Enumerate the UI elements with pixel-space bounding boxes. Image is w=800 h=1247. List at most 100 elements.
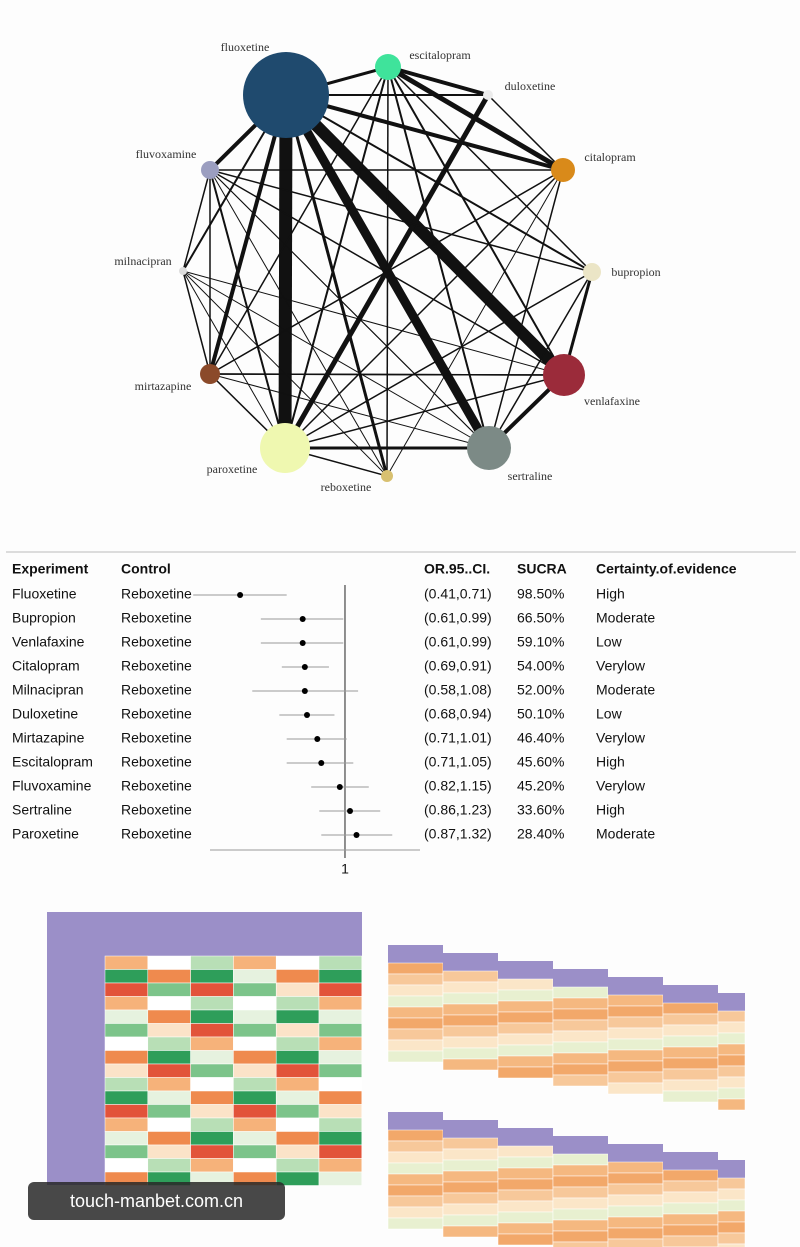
edge [182, 169, 211, 272]
table-header [718, 1160, 745, 1178]
table-cell [662, 1169, 719, 1182]
heatmap-cell [147, 1131, 191, 1146]
table-cell [662, 1024, 719, 1037]
edge [387, 66, 490, 449]
heatmap-cell [147, 1117, 191, 1132]
heatmap-cell [190, 1009, 234, 1024]
table-cell [387, 1195, 444, 1208]
edge [284, 94, 389, 477]
edge [487, 94, 564, 171]
cell: (0.68,0.94) [424, 706, 492, 722]
node [243, 52, 329, 138]
heatmap-cell [104, 1077, 149, 1092]
heatmap-cell [275, 1131, 320, 1146]
edge [209, 169, 490, 449]
heatmap-cell [275, 1104, 320, 1119]
table-cell [662, 1068, 719, 1081]
heatmap-cell [104, 1131, 149, 1146]
table-cell [662, 1013, 719, 1026]
table-cell [497, 978, 554, 991]
table-cell [607, 1161, 664, 1174]
table-cell [552, 1030, 609, 1043]
table-cell [607, 1016, 664, 1029]
heatmap-cell [233, 1158, 277, 1173]
cell: Reboxetine [121, 730, 192, 746]
heatmap-cell [104, 1009, 149, 1024]
cell: Citalopram [12, 658, 80, 674]
heatmap-cell [318, 1158, 363, 1173]
cell: 45.60% [517, 754, 564, 770]
cell: Reboxetine [121, 634, 192, 650]
table-cell [552, 1241, 609, 1247]
point-estimate [347, 808, 354, 814]
table-cell [662, 1090, 719, 1103]
table-cell [387, 1184, 444, 1197]
table-cell [387, 1151, 444, 1164]
table-cell [717, 1021, 746, 1034]
table-cell [442, 1203, 499, 1216]
table-cell [717, 1054, 746, 1067]
edge [386, 169, 564, 477]
heatmap-cell [147, 1050, 191, 1065]
cell: Paroxetine [12, 826, 79, 842]
table-cell [442, 1025, 499, 1038]
cell: Bupropion [12, 610, 76, 626]
heatmap-cell [190, 1023, 234, 1038]
cell: Milnacipran [12, 682, 84, 698]
column-header: OR.95..CI. [424, 561, 490, 577]
table-cell [497, 1011, 554, 1024]
table-cell [497, 1178, 554, 1191]
table-cell [552, 986, 609, 999]
node-label: paroxetine [207, 462, 258, 476]
heatmap-cell [104, 1050, 149, 1065]
cell: 54.00% [517, 658, 564, 674]
cell: 50.10% [517, 706, 564, 722]
heatmap-cell [190, 1158, 234, 1173]
heatmap-cell [318, 1050, 363, 1065]
table-header [718, 993, 745, 1011]
heatmap-cell [318, 982, 363, 997]
table-cell [607, 1027, 664, 1040]
table-cell [662, 1235, 719, 1247]
heatmap-cell [104, 1036, 149, 1051]
table-cell [717, 1043, 746, 1056]
edge [209, 373, 565, 376]
cell: 98.50% [517, 586, 564, 602]
cell: Reboxetine [121, 754, 192, 770]
heatmap-cell [147, 1023, 191, 1038]
table-cell [607, 1082, 664, 1095]
heatmap-cell [104, 1090, 149, 1105]
node [200, 364, 220, 384]
heatmap-cell [233, 1131, 277, 1146]
table-cell [442, 1148, 499, 1161]
table-cell [662, 1002, 719, 1015]
cell: Moderate [596, 610, 655, 626]
edge [284, 271, 593, 449]
table-header [443, 953, 498, 971]
point-estimate [336, 784, 343, 790]
table-header [388, 945, 443, 963]
heatmap-cell [275, 955, 320, 970]
table-cell [387, 995, 444, 1008]
heatmap-cell [233, 1050, 277, 1065]
heatmap-cell [190, 955, 234, 970]
table-cell [442, 1214, 499, 1227]
table-cell [607, 1205, 664, 1218]
table-cell [607, 1038, 664, 1051]
table-cell [442, 1181, 499, 1194]
heatmap-cell [147, 955, 191, 970]
table-cell [497, 1055, 554, 1068]
edge [208, 94, 288, 375]
cell: Low [596, 634, 623, 650]
heatmap-cell [275, 969, 320, 984]
point-estimate [353, 832, 360, 838]
table-cell [497, 1233, 554, 1246]
table-cell [552, 1219, 609, 1232]
heatmap-cell [147, 996, 191, 1011]
heatmap-cell [318, 1104, 363, 1119]
edge [182, 270, 286, 449]
table-cell [717, 1188, 746, 1201]
cell: Fluoxetine [12, 586, 77, 602]
cell: Reboxetine [121, 706, 192, 722]
cell: (0.86,1.23) [424, 802, 492, 818]
